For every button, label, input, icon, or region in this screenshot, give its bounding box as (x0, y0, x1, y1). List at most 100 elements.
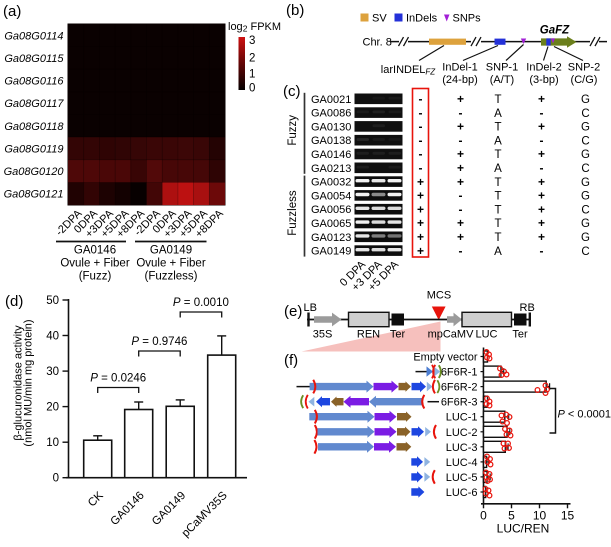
svg-text:0: 0 (480, 509, 487, 523)
svg-text:GA0146: GA0146 (311, 149, 351, 161)
svg-text:G: G (581, 191, 590, 203)
svg-text:Ga08G0119: Ga08G0119 (4, 143, 63, 155)
svg-text:GaFZ: GaFZ (540, 25, 570, 37)
svg-text:G: G (581, 232, 590, 244)
svg-text:(C/G): (C/G) (571, 74, 598, 86)
svg-text:G: G (581, 149, 590, 161)
svg-text:-: - (459, 189, 463, 203)
svg-text:A: A (494, 163, 502, 175)
svg-text:LUC-4: LUC-4 (446, 457, 478, 469)
svg-text:C: C (581, 204, 589, 216)
svg-text:30: 30 (46, 366, 59, 378)
svg-text:GA0056: GA0056 (311, 204, 351, 216)
svg-text:LUC: LUC (475, 329, 497, 341)
svg-text:-: - (459, 244, 463, 258)
svg-text:-: - (540, 133, 544, 147)
svg-text:P = 0.0246: P = 0.0246 (90, 373, 146, 385)
svg-text:GA0123: GA0123 (311, 232, 351, 244)
svg-text:-: - (419, 106, 423, 120)
svg-text:(A/T): (A/T) (490, 74, 514, 86)
svg-text:T: T (494, 218, 501, 230)
svg-text:+: + (417, 216, 424, 230)
svg-text:C: C (581, 246, 589, 258)
svg-text:C: C (581, 108, 589, 120)
svg-text:5: 5 (508, 509, 515, 523)
svg-text:C: C (581, 135, 589, 147)
svg-text:A: A (494, 108, 502, 120)
svg-text:+: + (538, 230, 545, 244)
svg-text:T: T (494, 177, 501, 189)
svg-text:Ga08G0121: Ga08G0121 (4, 189, 64, 201)
svg-text:G: G (581, 122, 590, 134)
svg-text:GA0130: GA0130 (311, 121, 351, 133)
svg-text:3: 3 (249, 35, 255, 47)
svg-text:(3-bp): (3-bp) (529, 74, 558, 86)
svg-text:Ga08G0118: Ga08G0118 (4, 121, 64, 133)
svg-text:0: 0 (53, 473, 59, 485)
svg-text:InDel-1: InDel-1 (442, 62, 477, 74)
svg-text:G: G (581, 218, 590, 230)
svg-text:Fuzzy: Fuzzy (287, 115, 299, 146)
svg-text:GA0065: GA0065 (311, 218, 351, 230)
svg-text:+: + (457, 92, 464, 106)
svg-text:MCS: MCS (427, 290, 451, 302)
svg-text:Empty vector: Empty vector (413, 352, 478, 364)
svg-text:-: - (540, 161, 544, 175)
svg-text:Ga08G0115: Ga08G0115 (4, 53, 64, 65)
svg-text:-: - (540, 244, 544, 258)
svg-text:+: + (417, 189, 424, 203)
svg-text:35S: 35S (313, 329, 333, 341)
svg-text:GA0032: GA0032 (311, 177, 351, 189)
svg-text:+: + (457, 161, 464, 175)
svg-text:Ter: Ter (512, 329, 528, 341)
svg-text:Ga08G0120: Ga08G0120 (4, 166, 65, 178)
svg-text:LUC-6: LUC-6 (446, 487, 478, 499)
svg-text:T: T (494, 204, 501, 216)
svg-text:T: T (494, 149, 501, 161)
svg-text:-: - (459, 106, 463, 120)
svg-text:+: + (457, 216, 464, 230)
svg-text:P = 0.0010: P = 0.0010 (173, 297, 229, 309)
svg-text:(24-bp): (24-bp) (442, 74, 477, 86)
svg-text:+: + (457, 147, 464, 161)
svg-text:SNP-1: SNP-1 (486, 62, 518, 74)
svg-text:mpCaMV: mpCaMV (428, 329, 475, 341)
svg-text:GA0021: GA0021 (311, 94, 351, 106)
svg-text:Ga08G0116: Ga08G0116 (4, 76, 64, 88)
svg-text:+: + (538, 147, 545, 161)
svg-text:+: + (457, 175, 464, 189)
svg-text:P = 0.9746: P = 0.9746 (131, 336, 187, 348)
svg-text:-: - (419, 161, 423, 175)
svg-text:+: + (538, 216, 545, 230)
svg-text:LUC/REN: LUC/REN (497, 522, 550, 536)
svg-text:T: T (494, 232, 501, 244)
svg-text:-: - (419, 133, 423, 147)
svg-text:15: 15 (561, 509, 575, 523)
svg-text:SNP-2: SNP-2 (568, 62, 600, 74)
svg-text:LUC-3: LUC-3 (446, 442, 478, 454)
svg-text:+: + (417, 202, 424, 216)
svg-text:10: 10 (533, 509, 547, 523)
svg-text:50: 50 (46, 295, 59, 307)
svg-text:-: - (419, 147, 423, 161)
svg-text:+: + (417, 230, 424, 244)
svg-text:Ga08G0117: Ga08G0117 (4, 98, 64, 110)
svg-text:InDel-2: InDel-2 (526, 62, 561, 74)
svg-text:(a): (a) (3, 3, 21, 20)
svg-text:10: 10 (46, 437, 59, 449)
svg-text:LB: LB (304, 302, 317, 314)
svg-text:(b): (b) (286, 2, 304, 19)
svg-text:SV: SV (372, 13, 387, 25)
svg-text:T: T (494, 94, 501, 106)
svg-text:+: + (417, 175, 424, 189)
svg-text:LUC-1: LUC-1 (446, 412, 478, 424)
svg-text:RB: RB (520, 302, 535, 314)
svg-text:GA0086: GA0086 (311, 108, 351, 120)
svg-text:Chr. 8: Chr. 8 (363, 37, 392, 49)
svg-text:T: T (494, 122, 501, 134)
svg-text:20: 20 (46, 402, 59, 414)
svg-text:A: A (494, 135, 502, 147)
svg-text:SNPs: SNPs (453, 13, 482, 25)
svg-text:0: 0 (249, 83, 255, 95)
svg-text:Fuzzless: Fuzzless (287, 190, 299, 236)
